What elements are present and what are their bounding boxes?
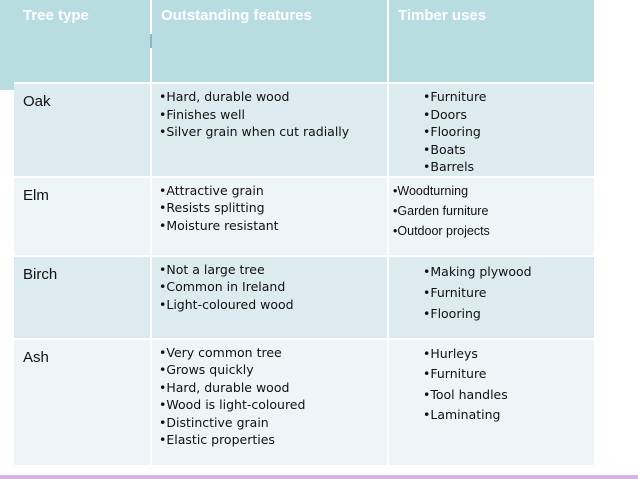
list-item: Light-coloured wood	[159, 296, 383, 314]
header-timber-uses: Timber uses	[388, 0, 594, 83]
header-tree-type: Tree type	[14, 0, 152, 83]
list-item: Wood is light-coloured	[159, 396, 383, 414]
list-item: Garden furniture	[393, 201, 590, 221]
features-cell: Very common tree Grows quickly Hard, dur…	[151, 337, 389, 465]
uses-list: Hurleys Furniture Tool handles Laminatin…	[423, 344, 590, 426]
list-item: Outdoor projects	[393, 221, 590, 241]
list-item: Silver grain when cut radially	[159, 123, 383, 141]
uses-cell: Making plywood Furniture Flooring	[388, 254, 594, 339]
list-item: Very common tree	[159, 344, 383, 362]
tree-type-cell: Oak	[14, 82, 152, 177]
uses-list: Woodturning Garden furniture Outdoor pro…	[393, 181, 590, 241]
uses-cell: Woodturning Garden furniture Outdoor pro…	[388, 175, 594, 256]
bottom-accent-bar	[0, 475, 638, 479]
text-cursor-mark	[150, 34, 152, 48]
list-item: Attractive grain	[159, 182, 383, 200]
list-item: Flooring	[423, 123, 590, 141]
list-item: Flooring	[423, 303, 590, 324]
list-item: Furniture	[423, 364, 590, 385]
table-row-ash: Ash Very common tree Grows quickly Hard,…	[14, 337, 594, 465]
list-item: Elastic properties	[159, 431, 383, 449]
tree-type-cell: Elm	[14, 175, 152, 256]
features-cell: Hard, durable wood Finishes well Silver …	[151, 82, 389, 177]
tree-timber-table: Tree type Outstanding features Timber us…	[14, 0, 594, 465]
list-item: Common in Ireland	[159, 278, 383, 296]
table-row-oak: Oak Hard, durable wood Finishes well Sil…	[14, 82, 594, 177]
header-outstanding-features: Outstanding features	[151, 0, 389, 83]
list-item: Furniture	[423, 88, 590, 106]
list-item: Grows quickly	[159, 361, 383, 379]
list-item: Resists splitting	[159, 199, 383, 217]
list-item: Hard, durable wood	[159, 88, 383, 106]
features-cell: Not a large tree Common in Ireland Light…	[151, 254, 389, 339]
list-item: Hard, durable wood	[159, 379, 383, 397]
list-item: Boats	[423, 141, 590, 159]
list-item: Moisture resistant	[159, 217, 383, 235]
uses-cell: Hurleys Furniture Tool handles Laminatin…	[388, 337, 594, 465]
features-list: Hard, durable wood Finishes well Silver …	[159, 88, 383, 141]
list-item: Furniture	[423, 282, 590, 303]
header-row: Tree type Outstanding features Timber us…	[14, 0, 594, 83]
left-margin-header	[0, 0, 14, 90]
table-row-elm: Elm Attractive grain Resists splitting M…	[14, 175, 594, 256]
uses-cell: Furniture Doors Flooring Boats Barrels	[388, 82, 594, 177]
list-item: Finishes well	[159, 106, 383, 124]
list-item: Not a large tree	[159, 261, 383, 279]
features-list: Attractive grain Resists splitting Moist…	[159, 182, 383, 235]
uses-list: Making plywood Furniture Flooring	[423, 261, 590, 324]
table-row-birch: Birch Not a large tree Common in Ireland…	[14, 254, 594, 339]
list-item: Woodturning	[393, 181, 590, 201]
list-item: Laminating	[423, 405, 590, 426]
list-item: Doors	[423, 106, 590, 124]
uses-list: Furniture Doors Flooring Boats Barrels	[423, 88, 590, 176]
list-item: Barrels	[423, 158, 590, 176]
list-item: Distinctive grain	[159, 414, 383, 432]
list-item: Making plywood	[423, 261, 590, 282]
features-cell: Attractive grain Resists splitting Moist…	[151, 175, 389, 256]
left-margin	[0, 0, 14, 479]
features-list: Not a large tree Common in Ireland Light…	[159, 261, 383, 314]
tree-type-cell: Ash	[14, 337, 152, 465]
features-list: Very common tree Grows quickly Hard, dur…	[159, 344, 383, 449]
list-item: Hurleys	[423, 344, 590, 365]
tree-type-cell: Birch	[14, 254, 152, 339]
list-item: Tool handles	[423, 385, 590, 406]
